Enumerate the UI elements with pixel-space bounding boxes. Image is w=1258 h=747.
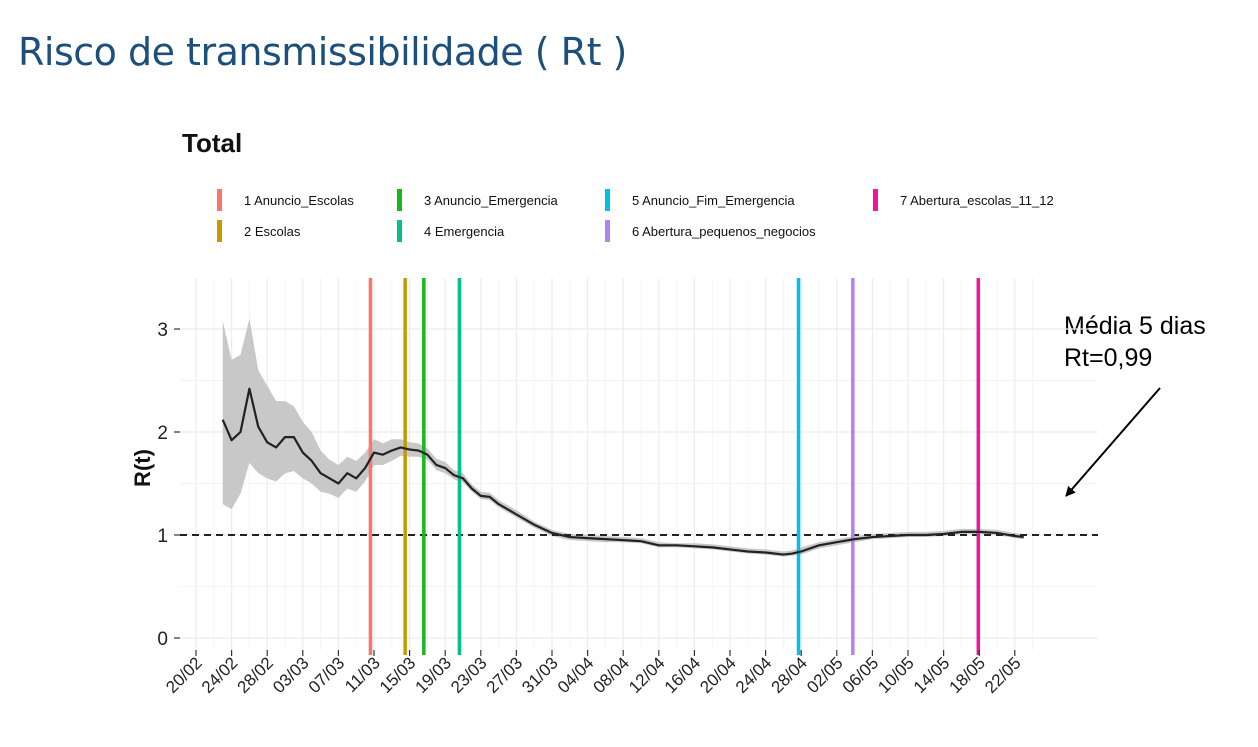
x-tick-label: 11/03: [341, 653, 384, 696]
x-tick-label: 28/04: [768, 653, 812, 697]
x-tick-label: 07/03: [305, 653, 349, 697]
x-tick-label: 22/05: [981, 653, 1025, 697]
legend-label-3: 3 Anuncio_Emergencia: [424, 192, 558, 208]
chart-title: Total: [182, 128, 243, 158]
legend-item-7: 7 Abertura_escolas_11_12: [861, 187, 1054, 213]
x-tick-label: 18/05: [946, 653, 990, 697]
legend-item-2: 2 Escolas: [205, 218, 300, 244]
x-tick-label: 02/05: [803, 653, 847, 697]
x-tick-label: 04/04: [554, 653, 598, 697]
legend-label-1: 1 Anuncio_Escolas: [244, 192, 354, 208]
x-tick-label: 31/03: [518, 653, 562, 697]
legend-label-6: 6 Abertura_pequenos_negocios: [632, 223, 816, 239]
y-tick-label: 0: [157, 629, 168, 650]
legend-item-6: 6 Abertura_pequenos_negocios: [593, 218, 816, 244]
x-tick-label: 20/04: [696, 653, 740, 697]
y-tick-label: 3: [157, 320, 168, 341]
legend-label-2: 2 Escolas: [244, 223, 301, 239]
legend-item-5: 5 Anuncio_Fim_Emergencia: [593, 187, 795, 213]
page-title: Risco de transmissibilidade ( Rt ): [18, 30, 627, 74]
legend-swatch-1: [217, 189, 222, 211]
confidence-ribbon: [222, 318, 1024, 557]
annotation-line-1: Média 5 dias: [1064, 312, 1206, 340]
annotation-text: Média 5 dias Rt=0,99: [1064, 310, 1206, 374]
legend-swatch-2: [217, 220, 222, 242]
legend-swatch-6: [605, 220, 610, 242]
x-tick-label: 19/03: [412, 653, 456, 697]
annotation-line-2: Rt=0,99: [1064, 344, 1153, 372]
x-tick-label: 27/03: [483, 653, 527, 697]
y-tick-label: 2: [157, 423, 168, 444]
x-tick-label: 20/02: [162, 653, 206, 697]
x-tick-label: 14/05: [910, 653, 954, 697]
legend-label-4: 4 Emergencia: [424, 223, 505, 239]
y-axis-label: R(t): [130, 449, 155, 487]
x-tick-label: 24/02: [198, 653, 242, 697]
legend-item-1: 1 Anuncio_Escolas: [205, 187, 354, 213]
x-tick-label: 08/04: [590, 653, 634, 697]
x-tick-label: 03/03: [269, 653, 313, 697]
legend-swatch-5: [605, 189, 610, 211]
annotation-arrow: [1065, 387, 1161, 497]
x-tick-label: 12/04: [625, 653, 669, 697]
y-tick-label: 1: [157, 526, 168, 547]
legend-swatch-4: [397, 220, 402, 242]
legend-item-3: 3 Anuncio_Emergencia: [385, 187, 558, 213]
rt-line: [221, 387, 1024, 556]
x-tick-label: 10/05: [874, 653, 918, 697]
x-tick-label: 16/04: [661, 653, 705, 697]
legend-label-7: 7 Abertura_escolas_11_12: [900, 192, 1054, 208]
legend-swatch-3: [397, 189, 402, 211]
x-tick-label: 15/03: [376, 653, 420, 697]
legend-swatch-7: [873, 189, 878, 211]
x-tick-label: 06/05: [839, 653, 883, 697]
legend: 1 Anuncio_Escolas 2 Escolas 3 Anuncio_Em…: [205, 178, 1105, 248]
x-tick-label: 24/04: [732, 653, 776, 697]
x-tick-label: 23/03: [447, 653, 491, 697]
x-tick-label: 28/02: [234, 653, 278, 697]
legend-label-5: 5 Anuncio_Fim_Emergencia: [632, 192, 795, 208]
legend-item-4: 4 Emergencia: [385, 218, 504, 244]
